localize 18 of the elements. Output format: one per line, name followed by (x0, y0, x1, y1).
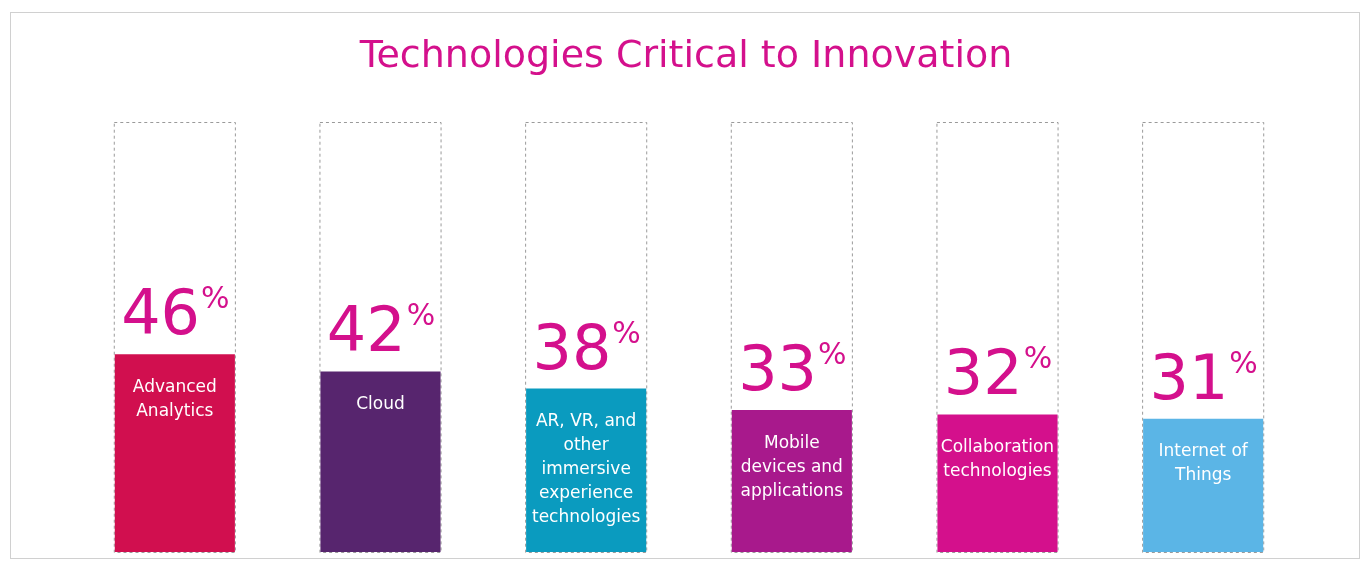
chart-title: Technologies Critical to Innovation (358, 31, 1013, 76)
bar (937, 414, 1058, 552)
x-tick-label: Mobile devices and applications (740, 431, 844, 500)
data-label: 38% (532, 310, 641, 384)
bar (731, 410, 852, 552)
data-label: 42% (326, 293, 436, 367)
bar (1143, 418, 1264, 552)
data-label: 32% (943, 336, 1053, 410)
x-tick-label: Cloud (356, 392, 405, 413)
x-tick-label: Advanced Analytics (132, 375, 217, 420)
data-label: 31% (1149, 340, 1258, 414)
data-label: 46% (121, 276, 230, 350)
x-tick-label: Internet of Things (1158, 440, 1249, 485)
data-label: 33% (738, 332, 847, 406)
x-tick-label: AR, VR, and other immersive experience technologies (531, 410, 641, 527)
x-tick-label: Collaboration technologies (940, 435, 1055, 480)
bar (320, 371, 441, 552)
bar (114, 354, 235, 552)
